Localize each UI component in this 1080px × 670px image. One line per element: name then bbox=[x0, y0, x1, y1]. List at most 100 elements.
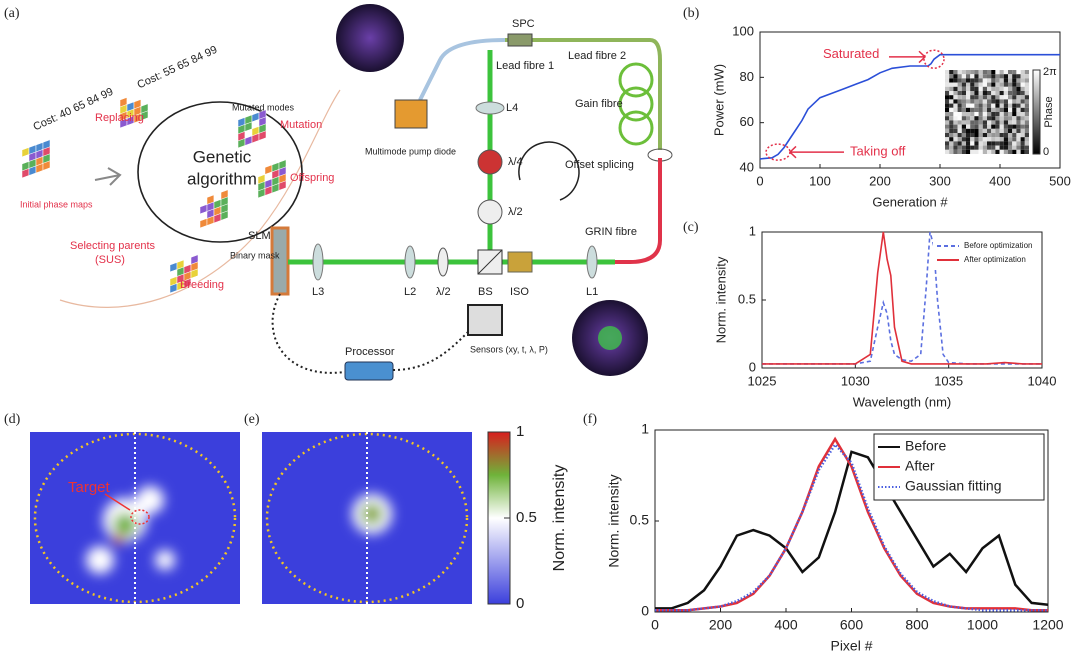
inset-pixel bbox=[966, 70, 971, 75]
label: Cost: 55 65 84 99 bbox=[135, 44, 219, 92]
inset-pixel bbox=[999, 128, 1004, 133]
inset-pixel bbox=[1024, 91, 1029, 96]
inset-pixel bbox=[995, 128, 1000, 133]
label: Lead fibre 1 bbox=[496, 60, 554, 72]
inset-pixel bbox=[1016, 95, 1021, 100]
inset-pixel bbox=[982, 128, 987, 133]
inset-pixel bbox=[995, 120, 1000, 125]
inset-pixel bbox=[1003, 99, 1008, 104]
inset-pixel bbox=[978, 137, 983, 142]
inset-pixel bbox=[982, 133, 987, 138]
mosaic bbox=[169, 254, 199, 294]
inset-pixel bbox=[957, 112, 962, 117]
colorbar-tick-label: 0 bbox=[516, 595, 524, 612]
legend-label: Before bbox=[905, 438, 946, 454]
inset-pixel bbox=[1012, 124, 1017, 129]
inset-pixel bbox=[945, 82, 950, 87]
inset-pixel bbox=[995, 82, 1000, 87]
inset-pixel bbox=[949, 128, 954, 133]
inset-pixel bbox=[987, 145, 992, 150]
inset-pixel bbox=[987, 99, 992, 104]
inset-pixel bbox=[974, 99, 979, 104]
inset-pixel bbox=[987, 149, 992, 154]
inset-pixel bbox=[945, 86, 950, 91]
beam-splitter bbox=[477, 249, 503, 275]
inset-pixel bbox=[957, 141, 962, 146]
inset-pixel bbox=[978, 124, 983, 129]
inset-pixel bbox=[1024, 124, 1029, 129]
inset-pixel bbox=[982, 91, 987, 96]
inset-pixel bbox=[987, 82, 992, 87]
inset-pixel bbox=[1020, 78, 1025, 83]
inset-pixel bbox=[1016, 149, 1021, 154]
inset-pixel bbox=[1008, 124, 1013, 129]
inset-pixel bbox=[1020, 128, 1025, 133]
inset-pixel bbox=[1012, 91, 1017, 96]
inset-pixel bbox=[1003, 124, 1008, 129]
inset-pixel bbox=[949, 120, 954, 125]
y-axis-label: Norm. intensity bbox=[713, 256, 728, 343]
inset-pixel bbox=[978, 82, 983, 87]
inset-pixel bbox=[949, 112, 954, 117]
inset-pixel bbox=[978, 86, 983, 91]
inset-pixel bbox=[982, 112, 987, 117]
inset-pixel bbox=[974, 124, 979, 129]
inset-pixel bbox=[991, 99, 996, 104]
inset-pixel bbox=[945, 133, 950, 138]
inset-pixel bbox=[982, 120, 987, 125]
inset-pixel bbox=[1012, 133, 1017, 138]
label: GRIN fibre bbox=[585, 226, 637, 238]
y-tick-label: 60 bbox=[740, 114, 754, 129]
inset-pixel bbox=[974, 141, 979, 146]
arrow bbox=[788, 145, 844, 159]
inset-pixel bbox=[978, 145, 983, 150]
inset-pixel bbox=[949, 137, 954, 142]
label: Gain fibre bbox=[575, 98, 623, 110]
inset-pixel bbox=[982, 86, 987, 91]
inset-pixel bbox=[987, 137, 992, 142]
inset-pixel bbox=[982, 124, 987, 129]
inset-pixel bbox=[1003, 145, 1008, 150]
processor bbox=[344, 361, 394, 381]
inset-pixel bbox=[978, 70, 983, 75]
inset-pixel bbox=[987, 70, 992, 75]
inset-pixel bbox=[1008, 91, 1013, 96]
legend-box bbox=[873, 433, 1045, 501]
inset-pixel bbox=[957, 128, 962, 133]
inset-pixel bbox=[945, 74, 950, 79]
inset-pixel bbox=[949, 116, 954, 121]
inset-pixel bbox=[953, 149, 958, 154]
inset-pixel bbox=[1016, 137, 1021, 142]
inset-pixel bbox=[945, 70, 950, 75]
inset-pixel bbox=[1016, 133, 1021, 138]
inset-pixel bbox=[982, 95, 987, 100]
inset-pixel bbox=[957, 86, 962, 91]
inset-pixel bbox=[982, 82, 987, 87]
inset-pixel bbox=[991, 137, 996, 142]
chart: 0 200 400 600 800 1000 1200 0 0.5 1 Pixel # Norm. i… bbox=[606, 421, 1064, 654]
inset-pixel bbox=[1012, 137, 1017, 142]
isolator bbox=[507, 251, 533, 273]
y-tick-label: 40 bbox=[740, 159, 754, 174]
series-line bbox=[655, 450, 1049, 610]
inset-pixel bbox=[970, 95, 975, 100]
inset-pixel bbox=[1016, 103, 1021, 108]
inset-pixel bbox=[995, 107, 1000, 112]
inset-pixel bbox=[987, 78, 992, 83]
inset-pixel bbox=[957, 120, 962, 125]
inset-pixel bbox=[966, 74, 971, 79]
inset-pixel bbox=[1020, 137, 1025, 142]
inset-pixel bbox=[1016, 99, 1021, 104]
inset-pixel bbox=[953, 107, 958, 112]
inset-pixel bbox=[978, 112, 983, 117]
inset-pixel bbox=[1003, 82, 1008, 87]
colorbar-tick-label: 0.5 bbox=[516, 509, 537, 526]
inset-pixel bbox=[1012, 70, 1017, 75]
inset-pixel bbox=[1024, 128, 1029, 133]
inset-pixel bbox=[982, 78, 987, 83]
inset-pixel bbox=[966, 120, 971, 125]
inset-pixel bbox=[961, 145, 966, 150]
inset-pixel bbox=[961, 124, 966, 129]
inset-pixel bbox=[1012, 78, 1017, 83]
x-tick-label: 1040 bbox=[1028, 373, 1057, 388]
